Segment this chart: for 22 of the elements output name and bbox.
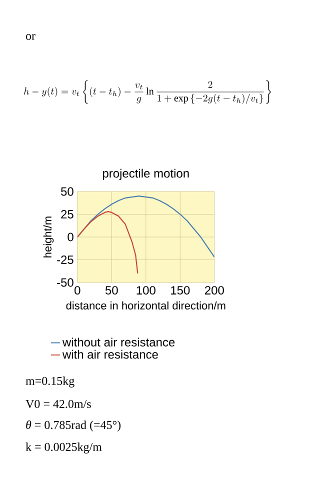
text: k = 0.0025kg/m [26, 442, 102, 454]
x-tick-label: 200 [204, 286, 224, 295]
line-series [77, 211, 138, 274]
text: m=0.15kg [26, 376, 74, 388]
legend-label: without air resistance [62, 338, 175, 346]
x-tick-label: 150 [171, 286, 190, 295]
x-tick-label: 0 [74, 286, 80, 295]
text: θ = 0.785rad (=45°) [26, 420, 121, 432]
y-tick-label: 0 [68, 232, 74, 242]
y-tick-label: -25 [57, 256, 74, 264]
y-tick-label: 25 [61, 210, 74, 219]
chart-title: projectile motion [102, 168, 189, 180]
x-tick-label: 100 [136, 286, 156, 295]
text: V0 = 42.0m/s [26, 400, 91, 408]
x-axis-title: distance in horizontal direction/m [66, 301, 226, 310]
legend-label: with air resistance [62, 350, 158, 359]
y-tick-label: -50 [57, 278, 74, 287]
y-tick-label: 50 [61, 187, 74, 196]
text: $h-y(t)=v_t\left\{(t-t_h)-\frac{v_t}{g}\ln\frac{2}{1+\exp\left\{-2g(t-t_h)/v_t\right\}}\right\}$ [24, 80, 272, 104]
x-tick-label: 50 [105, 286, 118, 295]
y-axis-title: height/m [43, 216, 54, 258]
text: or [26, 34, 36, 40]
